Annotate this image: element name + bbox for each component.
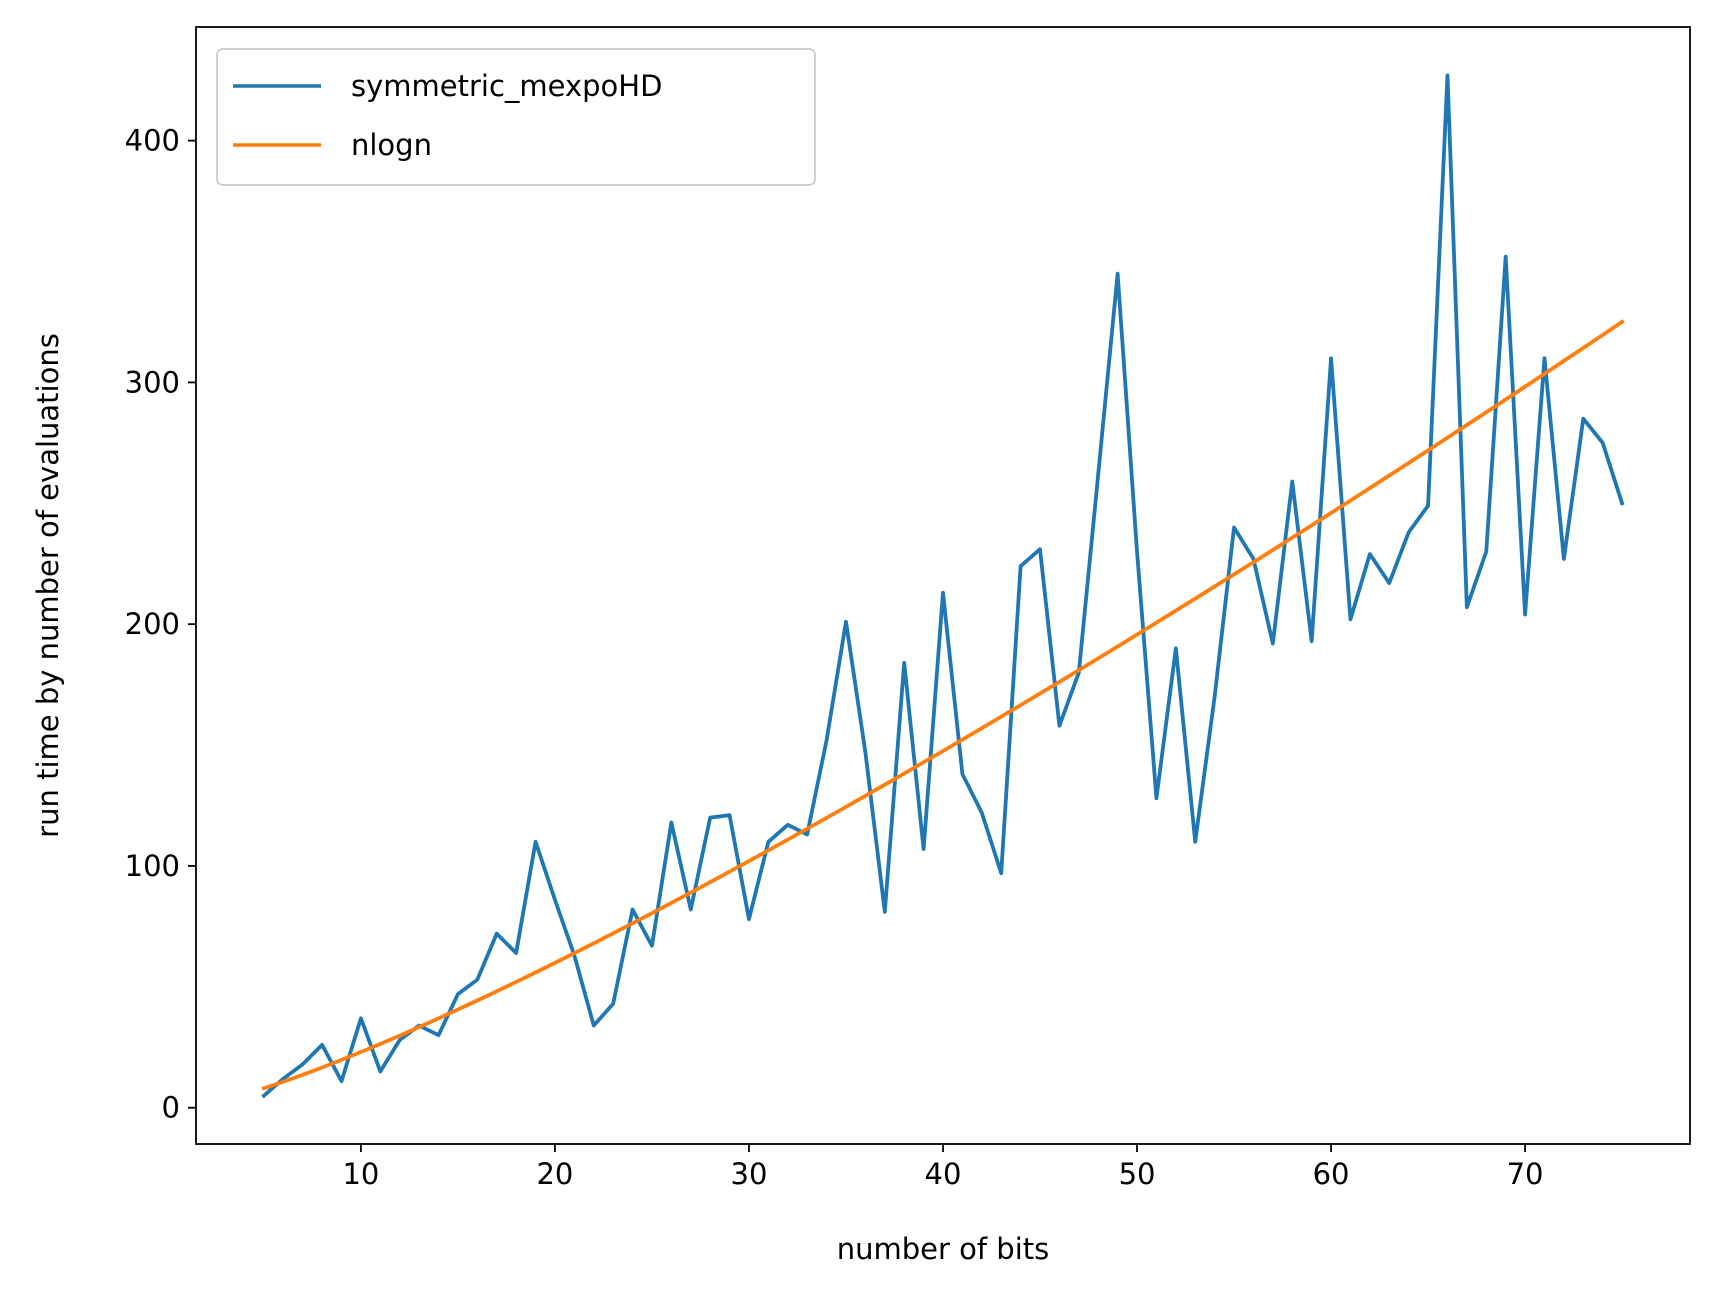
x-tick-label: 20 <box>536 1157 573 1191</box>
x-axis-ticks: 10 20 30 40 50 60 70 <box>342 1144 1544 1191</box>
legend: symmetric_mexpoHD nlogn <box>216 48 816 186</box>
x-tick-label: 70 <box>1507 1157 1544 1191</box>
y-axis-label: run time by number of evaluations <box>31 333 65 838</box>
x-tick-label: 10 <box>342 1157 379 1191</box>
y-tick-label: 100 <box>125 849 180 883</box>
series-line-symmetric-mexpohd <box>261 73 1625 1099</box>
x-tick-label: 50 <box>1119 1157 1156 1191</box>
series-line-nlogn <box>261 319 1625 1091</box>
y-tick-label: 0 <box>162 1091 180 1125</box>
y-axis-ticks: 0 100 200 300 400 <box>125 124 196 1125</box>
legend-entry-symmetric-mexpohd: symmetric_mexpoHD <box>351 69 662 103</box>
x-axis-label: number of bits <box>837 1232 1050 1266</box>
legend-box <box>216 48 816 186</box>
x-tick-label: 40 <box>925 1157 962 1191</box>
y-tick-label: 200 <box>125 607 180 641</box>
y-tick-label: 300 <box>125 365 180 399</box>
x-tick-label: 60 <box>1313 1157 1350 1191</box>
y-tick-label: 400 <box>125 124 180 158</box>
series-layer <box>261 73 1625 1099</box>
legend-entry-nlogn: nlogn <box>351 128 432 162</box>
x-tick-label: 30 <box>731 1157 768 1191</box>
